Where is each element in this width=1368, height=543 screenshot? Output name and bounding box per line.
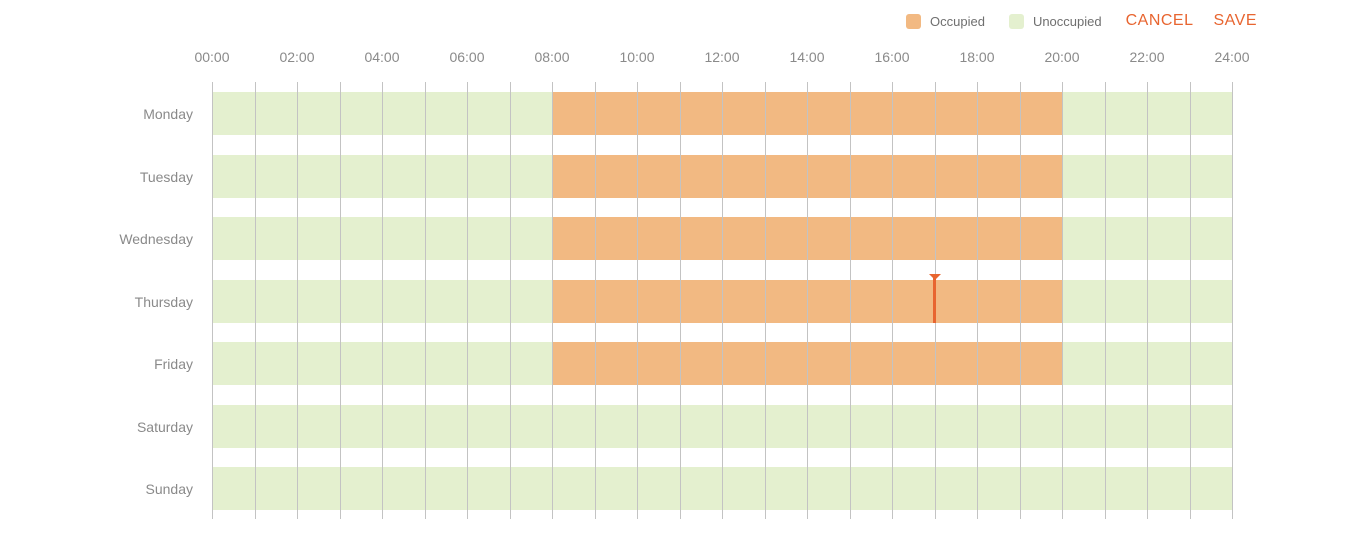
hour-gridline xyxy=(1232,82,1233,519)
day-label: Tuesday xyxy=(139,168,193,185)
hour-gridline xyxy=(1020,82,1021,519)
cancel-button[interactable]: CANCEL xyxy=(1125,12,1194,29)
hour-gridline xyxy=(807,82,808,519)
occupied-swatch xyxy=(906,13,922,29)
save-button[interactable]: SAVE xyxy=(1213,12,1257,29)
day-label: Saturday xyxy=(136,418,193,435)
hour-gridline xyxy=(680,82,681,519)
hour-label: 12:00 xyxy=(704,49,740,65)
current-time-marker-head xyxy=(928,273,941,280)
hour-gridline xyxy=(892,82,893,519)
hour-gridline xyxy=(1147,82,1148,519)
hour-label: 18:00 xyxy=(959,49,995,65)
hour-gridline xyxy=(977,82,978,519)
day-label: Monday xyxy=(143,106,193,122)
day-label: Wednesday xyxy=(119,231,193,247)
hour-label: 22:00 xyxy=(1129,49,1165,65)
legend-occupied: Occupied xyxy=(906,13,985,29)
hour-gridline xyxy=(1105,82,1106,519)
hour-label: 00:00 xyxy=(194,49,230,65)
hour-gridline xyxy=(637,82,638,519)
hour-label: 16:00 xyxy=(874,49,910,65)
hour-label: 06:00 xyxy=(449,49,485,65)
hour-label: 08:00 xyxy=(534,49,570,65)
hour-label: 20:00 xyxy=(1044,49,1080,65)
hour-gridline xyxy=(425,82,426,519)
hour-gridline xyxy=(552,82,553,519)
hour-gridline xyxy=(1190,82,1191,519)
legend-unoccupied: Unoccupied xyxy=(1008,13,1102,29)
hour-gridline xyxy=(722,82,723,519)
hour-gridline xyxy=(595,82,596,519)
day-label: Thursday xyxy=(134,293,193,310)
day-label: Sunday xyxy=(145,481,193,497)
hour-gridline xyxy=(765,82,766,519)
hour-label: 14:00 xyxy=(789,49,825,65)
hour-gridline xyxy=(1062,82,1063,519)
hour-gridline xyxy=(382,82,383,519)
hour-gridline xyxy=(255,82,256,519)
hour-gridline xyxy=(212,82,213,519)
hour-gridline xyxy=(467,82,468,519)
legend: Occupied Unoccupied CANCEL SAVE xyxy=(906,10,1257,32)
hour-label: 02:00 xyxy=(279,49,315,65)
unoccupied-label: Unoccupied xyxy=(1032,13,1102,29)
hour-gridline xyxy=(850,82,851,519)
hour-label: 10:00 xyxy=(619,49,655,65)
hour-gridline xyxy=(297,82,298,519)
hour-label: 24:00 xyxy=(1214,49,1250,65)
occupied-label: Occupied xyxy=(930,13,985,29)
current-time-marker xyxy=(933,275,936,323)
hour-gridline xyxy=(340,82,341,519)
day-label: Friday xyxy=(154,356,193,372)
hour-gridline xyxy=(510,82,511,519)
unoccupied-swatch xyxy=(1008,13,1024,29)
hour-label: 04:00 xyxy=(364,49,400,65)
